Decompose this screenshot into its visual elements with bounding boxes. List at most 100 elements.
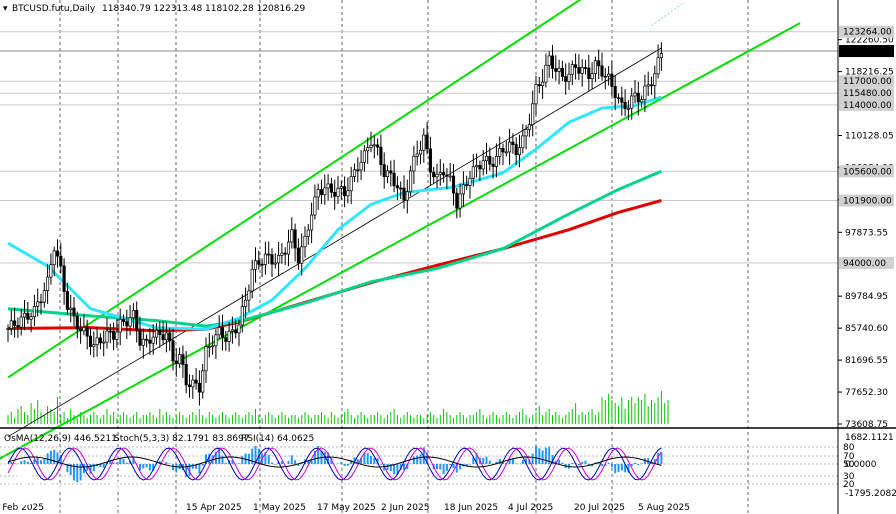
- candle-body: [478, 165, 482, 170]
- candle-body: [590, 73, 594, 79]
- price-tick-label: 122260.50: [845, 36, 894, 46]
- candle-body: [511, 141, 515, 145]
- candle-body: [319, 189, 324, 196]
- candle-body: [95, 337, 99, 346]
- trendline[interactable]: [7, 47, 662, 438]
- osma-tick-label: 1682.1121: [845, 433, 894, 443]
- candle-body: [527, 124, 531, 130]
- price-axis[interactable]: 122260.50118216.25110128.05106084.001019…: [838, 25, 894, 430]
- candle-body: [59, 255, 63, 267]
- channel-lower-line[interactable]: [0, 22, 801, 463]
- stoch-level-label: 80: [843, 443, 855, 453]
- candle-body: [630, 95, 634, 109]
- candle-body: [197, 382, 201, 393]
- candle-body: [593, 60, 597, 75]
- logo-tagline: Instant Forex Trading: [48, 498, 174, 512]
- candle-body: [498, 148, 502, 157]
- stoch-level-label: 20: [843, 480, 855, 490]
- candle-body: [442, 172, 446, 176]
- candle-body: [448, 175, 452, 178]
- moving-averages: [7, 95, 662, 333]
- candle-body: [115, 331, 119, 340]
- candle-body: [69, 307, 73, 310]
- candle-body: [201, 370, 205, 393]
- candle-body: [280, 252, 284, 256]
- candle-body: [577, 67, 581, 74]
- candle-body: [105, 330, 109, 343]
- candle-body: [85, 327, 89, 337]
- horizontal-levels: [0, 31, 838, 264]
- candle-body: [92, 344, 96, 347]
- candle-body: [82, 327, 86, 332]
- level-badge: [839, 45, 894, 58]
- candle-body: [626, 107, 630, 110]
- candle-body: [49, 264, 53, 278]
- candle-body: [534, 84, 538, 105]
- candle-body: [303, 235, 307, 248]
- channel-extension-line[interactable]: [651, 1, 685, 27]
- candle-body: [339, 186, 343, 189]
- price-channel[interactable]: [0, 0, 801, 463]
- candle-body: [131, 310, 135, 319]
- osma-tick-label: -1795.2082: [845, 489, 896, 499]
- stoch-level-label: 50: [843, 460, 855, 470]
- candle-body: [620, 97, 624, 103]
- candle-body: [349, 176, 353, 192]
- candle-body: [22, 312, 27, 318]
- candle-body: [13, 320, 17, 326]
- candle-body: [62, 265, 66, 292]
- candle-body: [359, 161, 363, 171]
- candle-body: [633, 92, 637, 97]
- candle-body: [616, 97, 621, 100]
- candle-body: [583, 67, 588, 69]
- candle-body: [79, 328, 83, 332]
- candle-body: [547, 55, 551, 66]
- time-label: 5 Aug 2025: [638, 503, 690, 513]
- candle-body: [389, 170, 393, 174]
- candle-body: [296, 247, 300, 264]
- candle-body: [491, 163, 495, 167]
- candle-body: [313, 196, 317, 216]
- level-badge: [839, 256, 894, 269]
- time-axis[interactable]: 26 Feb 2025 15 Apr 2025 1 May 2025 17 May 2…: [0, 503, 690, 513]
- candle-body: [488, 155, 492, 165]
- time-label: 18 Jun 2025: [444, 503, 498, 513]
- candle-body: [574, 64, 578, 68]
- candle-body: [481, 160, 485, 170]
- chevron-down-icon[interactable]: ▾: [3, 4, 8, 14]
- level-badge: [839, 165, 894, 178]
- candle-body: [610, 73, 614, 87]
- time-label: 26 Feb 2025: [0, 503, 44, 513]
- candle-body: [402, 187, 406, 201]
- candle-body: [273, 262, 277, 265]
- candle-body: [653, 73, 657, 86]
- moving-average-1: [7, 169, 662, 328]
- candle-body: [504, 151, 508, 154]
- level-badge: [839, 194, 894, 207]
- candle-body: [560, 67, 564, 77]
- candle-body: [607, 73, 611, 77]
- candle-body: [171, 340, 175, 362]
- candle-body: [263, 253, 267, 265]
- candle-body: [39, 301, 43, 304]
- candle-body: [118, 318, 122, 333]
- candle-body: [537, 84, 541, 86]
- candle-body: [570, 64, 574, 75]
- candle-body: [214, 334, 218, 347]
- channel-upper-line[interactable]: [7, 0, 800, 379]
- stoch-level-label: 30: [843, 472, 855, 482]
- candle-body: [587, 67, 591, 79]
- candle-body: [257, 260, 261, 265]
- candle-body: [405, 191, 409, 201]
- candle-body: [65, 291, 69, 310]
- candle-body: [250, 268, 254, 292]
- candle-body: [145, 338, 149, 341]
- candle-body: [237, 324, 241, 334]
- candle-body: [277, 255, 281, 264]
- candle-body: [346, 190, 350, 197]
- candle-body: [501, 148, 505, 153]
- candle-body: [415, 153, 419, 157]
- level-label: 117000.00: [843, 77, 892, 87]
- candle-body: [659, 53, 663, 59]
